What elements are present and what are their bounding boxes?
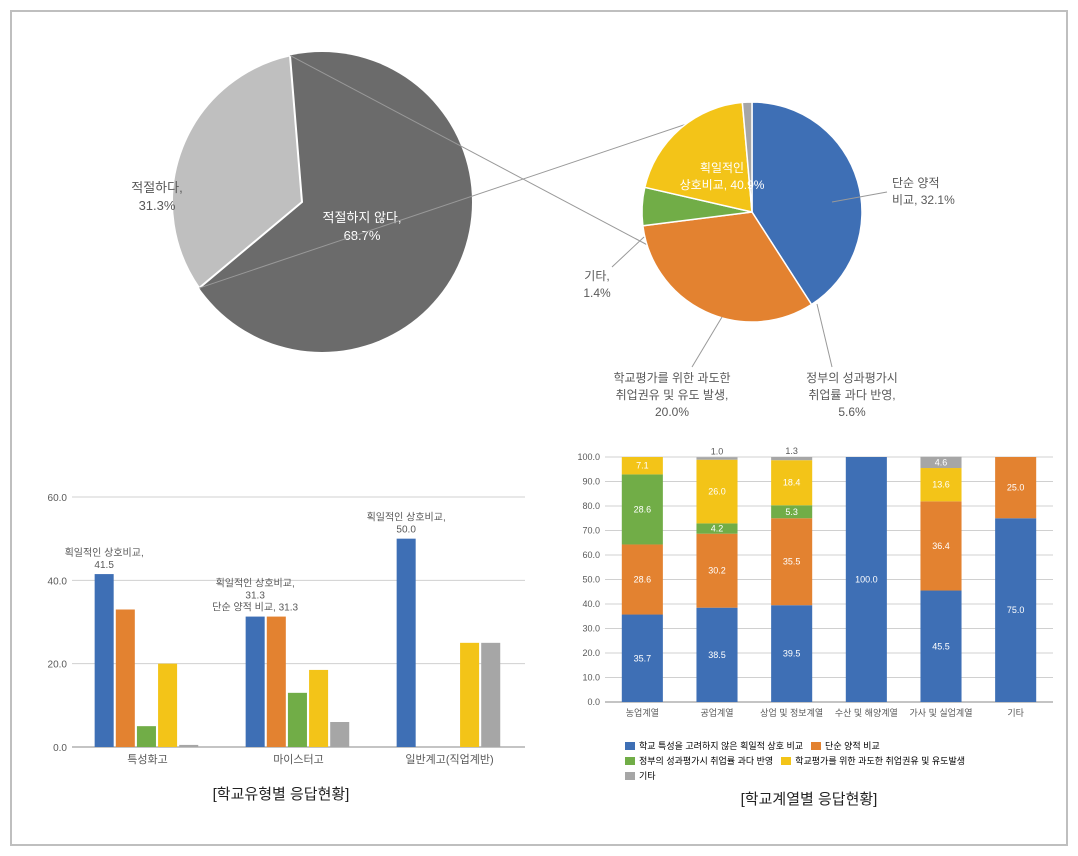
svg-text:획일적인 상호비교,: 획일적인 상호비교, [367,512,446,524]
svg-text:획일적인: 획일적인 [700,161,744,175]
svg-text:100.0: 100.0 [855,575,878,585]
svg-text:적절하지 않다,: 적절하지 않다, [323,210,402,225]
svg-text:4.6: 4.6 [935,457,948,467]
svg-text:28.6: 28.6 [634,575,652,585]
svg-text:단순 양적: 단순 양적 [892,176,940,190]
svg-text:90.0: 90.0 [582,477,600,487]
legend-swatch [625,772,635,780]
legend-label: 기타 [639,769,656,782]
svg-text:80.0: 80.0 [582,501,600,511]
legend-swatch [625,742,635,750]
svg-text:35.5: 35.5 [783,557,801,567]
svg-text:100.0: 100.0 [577,452,600,462]
svg-text:68.7%: 68.7% [344,228,381,243]
legend-item: 단순 양적 비교 [811,739,880,752]
legend-swatch [811,742,821,750]
svg-text:40.0: 40.0 [48,576,68,587]
svg-text:기타,: 기타, [584,269,609,283]
svg-text:13.6: 13.6 [932,480,950,490]
svg-text:31.3: 31.3 [245,591,265,602]
svg-text:0.0: 0.0 [53,743,67,754]
legend-item: 학교 특성을 고려하지 않은 획일적 상호 비교 [625,739,803,752]
bottom-panel: 0.020.040.060.0획일적인 상호비교,41.5특성화고획일적인 상호… [22,442,1056,822]
svg-text:농업계열: 농업계열 [626,707,659,718]
svg-text:획일적인 상호비교,: 획일적인 상호비교, [65,547,144,559]
legend-item: 기타 [625,769,656,782]
svg-text:상업 및 정보계열: 상업 및 정보계열 [760,707,823,718]
svg-text:공업계열: 공업계열 [700,707,733,718]
svg-text:41.5: 41.5 [94,560,114,571]
svg-text:30.0: 30.0 [582,624,600,634]
svg-text:50.0: 50.0 [582,575,600,585]
svg-text:단순 양적 비교, 31.3: 단순 양적 비교, 31.3 [212,602,298,614]
svg-text:20.0: 20.0 [48,660,68,671]
legend-label: 학교 특성을 고려하지 않은 획일적 상호 비교 [639,739,803,752]
svg-text:획일적인 상호비교,: 획일적인 상호비교, [216,578,295,590]
svg-text:1.3: 1.3 [785,447,798,456]
legend-label: 단순 양적 비교 [825,739,880,752]
pie-charts-svg: 적절하다, 31.3% 적절하지 않다, 68.7% 획일적인상호비교, 40.9% 단순… [22,22,1058,442]
svg-text:마이스터고: 마이스터고 [273,753,324,766]
svg-text:적절하다,: 적절하다, [131,180,182,195]
svg-text:특성화고: 특성화고 [127,753,167,766]
legend-swatch [625,757,635,765]
svg-text:0.0: 0.0 [587,697,600,707]
svg-text:70.0: 70.0 [582,526,600,536]
figure-frame: 적절하다, 31.3% 적절하지 않다, 68.7% 획일적인상호비교, 40.9% 단순… [10,10,1068,846]
svg-text:60.0: 60.0 [48,493,68,504]
legend-swatch [781,757,791,765]
svg-text:60.0: 60.0 [582,550,600,560]
svg-text:7.1: 7.1 [636,461,649,471]
svg-text:45.5: 45.5 [932,641,950,651]
right-legend: 학교 특성을 고려하지 않은 획일적 상호 비교 단순 양적 비교정부의 성과평가… [555,739,1063,782]
svg-text:20.0: 20.0 [582,648,600,658]
svg-text:25.0: 25.0 [1007,483,1025,493]
right-caption: [학교계열별 응답현황] [555,788,1063,809]
svg-text:기타: 기타 [1007,708,1024,718]
svg-text:38.5: 38.5 [708,650,726,660]
svg-text:5.6%: 5.6% [838,405,866,419]
left-bar-panel: 0.020.040.060.0획일적인 상호비교,41.5특성화고획일적인 상호… [22,442,540,822]
svg-text:일반계고(직업계반): 일반계고(직업계반) [405,752,493,766]
legend-item: 학교평가를 위한 과도한 취업권유 및 유도발생 [781,754,965,767]
svg-text:39.5: 39.5 [783,649,801,659]
svg-text:가사 및 실업계열: 가사 및 실업계열 [910,707,973,718]
svg-text:5.3: 5.3 [785,507,798,517]
svg-text:35.7: 35.7 [634,653,652,663]
svg-text:30.2: 30.2 [708,566,726,576]
svg-text:4.2: 4.2 [711,524,724,534]
svg-text:10.0: 10.0 [582,673,600,683]
svg-text:31.3%: 31.3% [139,198,176,213]
right-bar-panel: 0.0 10.0 20.0 30.0 40.0 50.0 60.0 70.0 80.0 90.0 1… [550,442,1068,822]
svg-text:18.4: 18.4 [783,478,801,488]
legend-label: 학교평가를 위한 과도한 취업권유 및 유도발생 [795,754,965,767]
top-panel: 적절하다, 31.3% 적절하지 않다, 68.7% 획일적인상호비교, 40.9% 단순… [22,22,1056,442]
svg-text:비교, 32.1%: 비교, 32.1% [892,193,955,207]
svg-text:취업권유 및 유도 발생,: 취업권유 및 유도 발생, [616,388,729,402]
svg-text:40.0: 40.0 [582,599,600,609]
svg-text:학교평가를 위한 과도한: 학교평가를 위한 과도한 [613,371,730,385]
svg-text:75.0: 75.0 [1007,605,1025,615]
svg-text:상호비교, 40.9%: 상호비교, 40.9% [680,178,765,192]
svg-text:정부의 성과평가시: 정부의 성과평가시 [806,371,898,385]
svg-text:1.0: 1.0 [711,447,724,456]
right-bar-svg: 0.0 10.0 20.0 30.0 40.0 50.0 60.0 70.0 80.0 90.0 1… [555,447,1063,737]
legend-label: 정부의 성과평가시 취업률 과다 반영 [639,754,773,767]
svg-text:1.4%: 1.4% [583,286,611,300]
svg-text:26.0: 26.0 [708,487,726,497]
svg-text:20.0%: 20.0% [655,405,689,419]
legend-item: 정부의 성과평가시 취업률 과다 반영 [625,754,773,767]
svg-text:취업률 과다 반영,: 취업률 과다 반영, [808,388,895,402]
svg-text:50.0: 50.0 [396,525,416,536]
svg-text:28.6: 28.6 [634,504,652,514]
left-caption: [학교유형별 응답현황] [27,783,535,804]
svg-text:36.4: 36.4 [932,541,950,551]
svg-text:수산 및 해양계열: 수산 및 해양계열 [835,707,898,718]
left-bar-svg: 0.020.040.060.0획일적인 상호비교,41.5특성화고획일적인 상호… [27,447,535,777]
